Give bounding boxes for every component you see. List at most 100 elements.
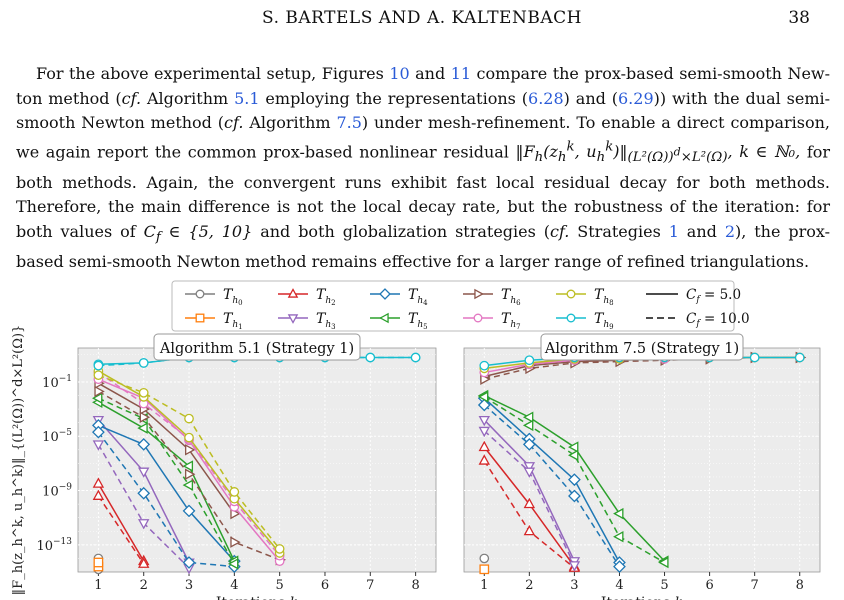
cross-reference-link[interactable]: 11 (450, 64, 472, 83)
data-point (477, 398, 491, 412)
data-point (92, 425, 105, 439)
data-point (613, 507, 624, 520)
y-tick-label: 10−1 (42, 374, 72, 391)
data-point (93, 370, 104, 381)
data-point (523, 467, 536, 478)
paragraph-text: for both values of (16, 197, 830, 241)
data-point (568, 449, 579, 461)
paragraph-text: cf. (224, 113, 244, 132)
data-point (92, 392, 103, 404)
data-point (524, 355, 535, 366)
legend-marker (379, 288, 391, 300)
legend-style-label: Cf = 5.0 (686, 287, 741, 305)
data-point (523, 524, 536, 536)
legend-marker (473, 313, 483, 323)
legend-marker (195, 313, 205, 323)
cross-reference-link[interactable]: 1 (668, 221, 679, 241)
legend-marker (566, 313, 576, 323)
series-line (97, 431, 235, 568)
data-point (184, 432, 194, 443)
data-point (478, 454, 490, 465)
legend-label: Th2 (316, 287, 336, 307)
data-point (274, 544, 285, 554)
legend-label: Th8 (594, 287, 614, 307)
data-point (182, 556, 196, 569)
paragraph-text: cf. (549, 221, 570, 241)
x-tick-label: 4 (615, 578, 623, 593)
paragraph-text: cf. (121, 88, 142, 108)
x-tick-label: 5 (276, 578, 284, 593)
series-line (98, 401, 236, 562)
legend-label: Th3 (316, 311, 336, 331)
paragraph-text: Algorithm (141, 88, 235, 108)
panel-title-box (540, 333, 744, 361)
paragraph-text: Strategies (569, 221, 669, 241)
data-point (365, 352, 376, 363)
data-point (93, 557, 104, 568)
cross-reference-link[interactable]: 7.5 (336, 113, 362, 132)
legend-style-label: Cf = 10.0 (686, 311, 750, 329)
legend-marker (566, 289, 576, 299)
data-point (523, 462, 536, 473)
series-line (483, 404, 621, 567)
right-panel: 1 2 3 4 5 6 7 8 Iterations k Algorithm 7.5 (Strat… (463, 333, 821, 600)
paragraph-text: employing the representations ( (259, 88, 529, 108)
paragraph-text: ), the prox- (735, 221, 831, 241)
legend-label: Th6 (501, 287, 521, 307)
cross-reference-link[interactable]: 6.29 (618, 88, 654, 108)
data-point (92, 477, 105, 488)
data-point (184, 413, 194, 424)
inline-math: ‖Fh(zhk, uhk)‖(L²(Ω))d×L²(Ω), k ∈ ℕ₀, (515, 139, 801, 166)
cross-reference-link[interactable]: 6.28 (528, 88, 564, 108)
data-point (478, 415, 490, 427)
y-axis-label: ‖F_h(z_h^k, u_h^k)‖_{(L²(Ω))^d×L²(Ω)} (11, 325, 26, 596)
data-point (230, 536, 241, 548)
inline-math: Cf ∈ {5, 10} (143, 221, 253, 245)
page-number: 38 (788, 8, 810, 28)
data-point (522, 411, 534, 423)
legend-label: Th5 (408, 311, 428, 331)
paragraph-text: For the above experimental setup, Figure… (36, 64, 390, 83)
data-point (410, 352, 421, 363)
cross-reference-link[interactable]: 5.1 (234, 88, 260, 108)
body-paragraph: For the above experimental setup, Figure… (16, 62, 830, 275)
series-line (97, 483, 145, 562)
data-point (794, 352, 805, 363)
series-line (98, 397, 235, 565)
data-point (749, 352, 760, 363)
panel-title: Algorithm 5.1 (Strategy 1) (159, 341, 354, 357)
data-point (137, 438, 151, 451)
paragraph-text: ton method ( (16, 88, 122, 108)
paragraph-text: based semi-smooth Newton method remains … (16, 252, 810, 272)
left-panel: 1 2 3 4 5 6 7 8 Iterations k 10−1 10−5 10−9 10−13 ‖F_… (11, 325, 437, 600)
legend-marker (195, 289, 205, 299)
paragraph-text: Algorithm (243, 113, 337, 132)
cross-reference-link[interactable]: 10 (389, 64, 410, 83)
data-point (568, 441, 579, 453)
series-line (98, 356, 416, 367)
data-point (94, 385, 105, 398)
x-tick-label: 6 (705, 578, 713, 593)
data-point (477, 391, 489, 403)
x-tick-label: 5 (660, 578, 668, 593)
paragraph-text: )) with the dual semi- (653, 88, 831, 108)
data-point (185, 468, 196, 480)
paragraph-text: compare the prox-based semi-smooth New- (471, 64, 831, 83)
legend-label: Th1 (223, 311, 243, 331)
data-point (613, 560, 626, 573)
x-tick-label: 3 (570, 578, 578, 593)
data-point (137, 519, 150, 530)
x-tick-label: 2 (140, 578, 148, 593)
data-point (92, 489, 105, 500)
data-point (182, 460, 194, 472)
y-tick-label: 10−5 (42, 428, 72, 445)
x-tick-label: 1 (94, 578, 102, 593)
legend-marker (474, 288, 484, 300)
cross-reference-link[interactable]: 2 (724, 221, 735, 241)
x-tick-label: 7 (751, 578, 759, 593)
series-line (98, 424, 235, 562)
legend-label: Th9 (594, 311, 614, 331)
data-point (139, 411, 151, 423)
x-tick-label: 7 (366, 578, 374, 593)
x-axis-label: Iterations k (216, 595, 298, 600)
